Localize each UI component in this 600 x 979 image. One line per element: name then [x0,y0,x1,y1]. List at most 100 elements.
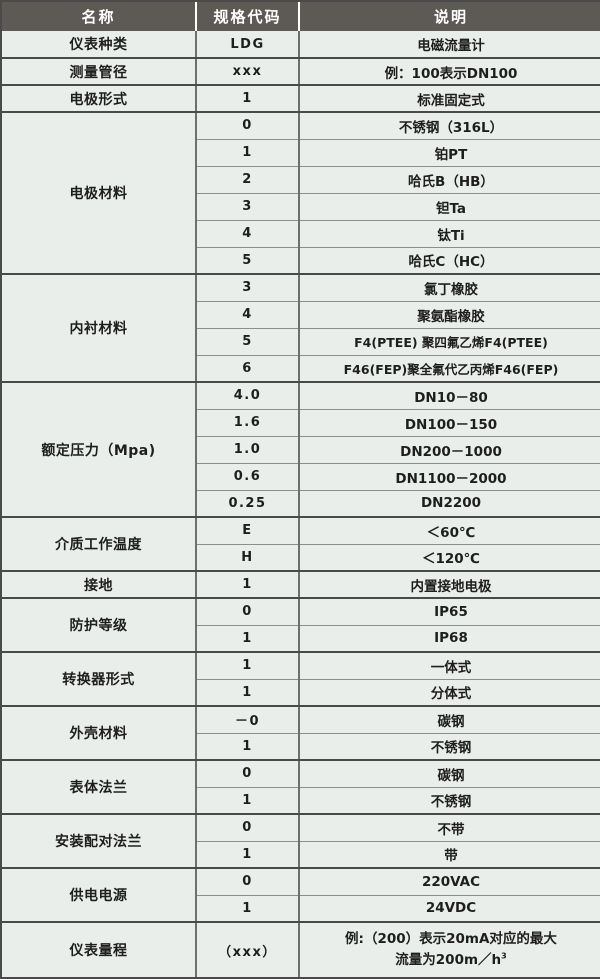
row-name-cell: 仪表种类 [2,31,197,59]
row-code-cell: 0 [196,760,300,788]
table-row: 1 不锈钢 [2,733,600,761]
table-row: H ＜120℃ [2,544,600,572]
row-desc-multiline: 例:（200）表示20mA对应的最大 流量为200m／h3 [302,926,600,974]
table-row: 仪表量程 （xxx） 例:（200）表示20mA对应的最大 流量为200m／h3 [2,922,600,977]
row-code-cell: （xxx） [196,922,300,977]
row-desc-cell: 哈氏B（HB） [299,166,600,194]
table-row: 电极材料 0 不锈钢（316L） [2,112,600,275]
row-desc-cell: 不锈钢 [299,733,600,761]
table-row: 供电电源 0 220VAC [2,868,600,923]
table-row: 表体法兰 0 碳钢 [2,760,600,815]
table-row: 5 F4(PTEE) 聚四氟乙烯F4(PTEE) [2,328,600,356]
row-desc-cell: DN200－1000 [299,436,600,464]
row-name-cell: 电极形式 [2,85,197,113]
row-code-cell: 1 [196,625,300,653]
table-row: 0.6 DN1100－2000 [2,463,600,491]
row-code-cell: 5 [196,328,300,356]
row-desc-cell: IP68 [299,625,600,653]
row-code-cell: 4 [196,301,300,329]
row-desc-cell: IP65 [299,598,600,626]
row-desc-cell: 氯丁橡胶 [299,274,600,302]
table-row: 2 哈氏B（HB） [2,166,600,194]
table-row: 1 铂PT [2,139,600,167]
row-desc-line: 例:（200）表示20mA对应的最大 [345,931,557,948]
row-desc-cell: F46(FEP)聚全氟代乙丙烯F46(FEP) [299,355,600,383]
row-code-cell: 1 [196,895,300,923]
row-code-cell: 0 [196,112,300,140]
row-desc-cell: 钽Ta [299,193,600,221]
table-row: 4 聚氨酯橡胶 [2,301,600,329]
row-desc-cell: ＜60℃ [299,517,600,545]
row-desc-cell: 碳钢 [299,706,600,734]
row-desc-cell: 带 [299,841,600,869]
table-row: 安装配对法兰 0 不带 [2,814,600,869]
row-code-cell: 1 [196,733,300,761]
row-desc-cell: 标准固定式 [299,85,600,113]
table-row: 转换器形式 1 一体式 [2,652,600,707]
row-desc-line: 流量为200m／h3 [395,951,507,969]
row-desc-cell: 电磁流量计 [299,31,600,59]
table-row: 1.0 DN200－1000 [2,436,600,464]
row-desc-cell: 220VAC [299,868,600,896]
row-desc-cell: 铂PT [299,139,600,167]
table-row: 测量管径 xxx 例：100表示DN100 [2,58,600,86]
row-desc-cell: 不锈钢 [299,787,600,815]
row-code-cell: 1 [196,652,300,680]
row-desc-cell: DN10－80 [299,382,600,410]
row-desc-cell: F4(PTEE) 聚四氟乙烯F4(PTEE) [299,328,600,356]
table-row: 4 钛Ti [2,220,600,248]
row-code-cell: 1 [196,139,300,167]
row-code-cell: 2 [196,166,300,194]
row-desc-cell: 24VDC [299,895,600,923]
header-name: 名称 [2,2,197,31]
table-row: 1 24VDC [2,895,600,923]
row-name-cell: 供电电源 [2,868,197,923]
row-desc-cell: 聚氨酯橡胶 [299,301,600,329]
table-row: 1.6 DN100－150 [2,409,600,437]
table-row: 防护等级 0 IP65 [2,598,600,653]
table-row: 5 哈氏C（HC） [2,247,600,275]
row-code-cell: 3 [196,274,300,302]
row-desc-cell: 不带 [299,814,600,842]
row-code-cell: 4.0 [196,382,300,410]
table-row: 介质工作温度 E ＜60℃ [2,517,600,572]
table-row: 1 IP68 [2,625,600,653]
row-code-cell: 1 [196,571,300,599]
row-desc-cell: 例:（200）表示20mA对应的最大 流量为200m／h3 [299,922,600,977]
table-row: 3 钽Ta [2,193,600,221]
table-row: 1 不锈钢 [2,787,600,815]
row-code-cell: 3 [196,193,300,221]
table-row: 0.25 DN2200 [2,490,600,518]
row-code-cell: 1 [196,787,300,815]
row-name-cell: 介质工作温度 [2,517,197,572]
row-code-cell: H [196,544,300,572]
row-desc-cell: 内置接地电极 [299,571,600,599]
row-code-cell: 0 [196,814,300,842]
row-name-cell: 接地 [2,571,197,599]
row-desc-cell: ＜120℃ [299,544,600,572]
row-code-cell: 0.6 [196,463,300,491]
row-desc-cell: 例：100表示DN100 [299,58,600,86]
row-code-cell: 1 [196,841,300,869]
row-code-cell: 0 [196,598,300,626]
row-desc-cell: DN2200 [299,490,600,518]
cubic-superscript: 3 [501,951,507,961]
row-desc-cell: 一体式 [299,652,600,680]
row-code-cell: xxx [196,58,300,86]
header-code: 规格代码 [196,2,300,31]
row-name-cell: 仪表量程 [2,922,197,977]
table-row: 1 分体式 [2,679,600,707]
table-row: 外壳材料 －0 碳钢 [2,706,600,761]
row-name-cell: 内衬材料 [2,274,197,383]
row-name-cell: 额定压力（Mpa) [2,382,197,518]
row-name-cell: 安装配对法兰 [2,814,197,869]
row-code-cell: 6 [196,355,300,383]
table-row: 内衬材料 3 氯丁橡胶 [2,274,600,383]
row-code-cell: －0 [196,706,300,734]
table-header: 名称 规格代码 说明 [2,2,600,31]
row-code-cell: 1 [196,85,300,113]
row-name-cell: 测量管径 [2,58,197,86]
